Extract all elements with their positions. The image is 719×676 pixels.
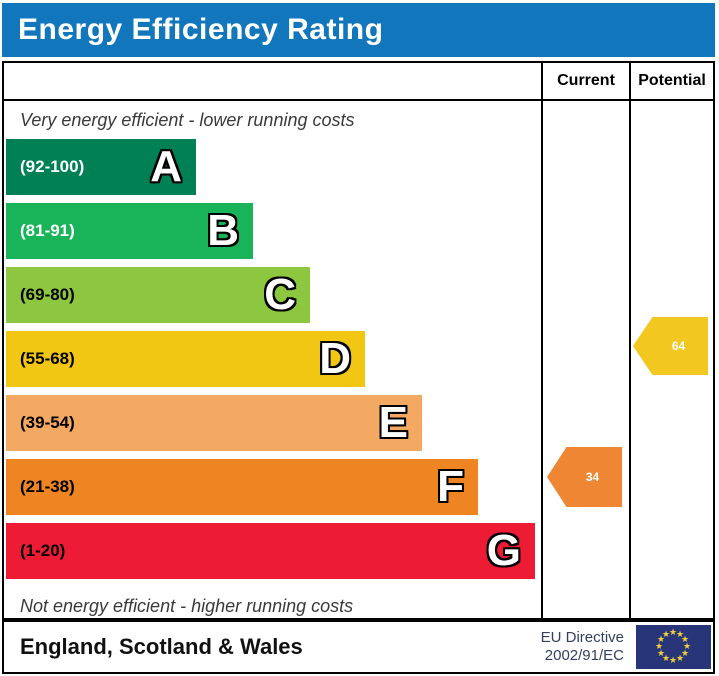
band-range-c: (69-80) (20, 285, 75, 304)
band-row-g: (1-20) G (4, 523, 541, 587)
region-label: England, Scotland & Wales (20, 634, 303, 659)
eu-flag-icon: ★ ★ ★ ★ ★ ★ ★ ★ ★ ★ ★ ★ (636, 625, 711, 669)
eu-flag-star-icon: ★ (681, 634, 690, 644)
header-divider (4, 99, 713, 101)
band-range-b: (81-91) (20, 221, 75, 240)
eu-directive-line1: EU Directive (540, 629, 624, 646)
eu-flag-star-icon: ★ (676, 629, 685, 639)
eu-directive-line2: 2002/91/EC (544, 647, 624, 664)
band-range-e: (39-54) (20, 413, 75, 432)
band-bar-e: (39-54) E (6, 395, 422, 451)
eu-flag-star-icon: ★ (655, 641, 664, 651)
bottom-note: Not energy efficient - higher running co… (20, 596, 354, 616)
band-range-d: (55-68) (20, 349, 75, 368)
band-bar-b: (81-91) B (6, 203, 253, 259)
eu-flag-star-icon: ★ (662, 629, 671, 639)
band-range-f: (21-38) (20, 477, 75, 496)
band-letter-c: C (264, 270, 296, 319)
band-row-c: (69-80) C (4, 267, 541, 331)
eu-flag-star-icon: ★ (669, 655, 678, 665)
eu-flag-star-icon: ★ (683, 641, 692, 651)
band-bar-g: (1-20) G (6, 523, 535, 579)
band-row-f: (21-38) F (4, 459, 541, 523)
eu-directive-label: EU Directive 2002/91/EC (541, 629, 624, 665)
eu-flag-star-icon: ★ (676, 653, 685, 663)
band-letter-e: E (378, 398, 408, 447)
current-rating-pointer: 34 (547, 447, 622, 507)
band-range-g: (1-20) (20, 541, 66, 560)
band-letter-a: A (150, 142, 182, 191)
band-letter-f: F (437, 462, 464, 511)
eu-flag-star-icon: ★ (657, 634, 666, 644)
eu-flag-star-icon: ★ (662, 653, 671, 663)
band-bar-c: (69-80) C (6, 267, 310, 323)
potential-rating-value: 64 (671, 339, 686, 353)
eu-flag-star-icon: ★ (681, 648, 690, 658)
eu-flag-star-icon: ★ (669, 627, 678, 637)
energy-rating-chart: Current Potential Very energy efficient … (2, 61, 715, 620)
chart-inner: Current Potential Very energy efficient … (4, 63, 713, 618)
eu-flag-star-icon: ★ (657, 648, 666, 658)
potential-column-divider (629, 63, 631, 618)
page-title: Energy Efficiency Rating (18, 13, 384, 46)
band-row-d: (55-68) D (4, 331, 541, 395)
current-column-header: Current (557, 72, 615, 89)
title-bar: Energy Efficiency Rating (2, 3, 715, 57)
band-letter-d: D (319, 334, 351, 383)
potential-rating-pointer: 64 (633, 317, 708, 375)
band-row-b: (81-91) B (4, 203, 541, 267)
band-letter-g: G (486, 526, 521, 575)
band-bar-a: (92-100) A (6, 139, 196, 195)
bands-area: Very energy efficient - lower running co… (4, 101, 541, 626)
band-row-a: (92-100) A (4, 139, 541, 203)
band-bar-d: (55-68) D (6, 331, 365, 387)
potential-column-header: Potential (638, 72, 706, 89)
current-column-divider (541, 63, 543, 618)
band-letter-b: B (207, 206, 239, 255)
top-note: Very energy efficient - lower running co… (20, 109, 355, 130)
band-row-e: (39-54) E (4, 395, 541, 459)
footer: England, Scotland & Wales EU Directive 2… (2, 620, 715, 674)
band-bar-f: (21-38) F (6, 459, 478, 515)
band-range-a: (92-100) (20, 157, 85, 176)
current-rating-value: 34 (585, 470, 600, 484)
